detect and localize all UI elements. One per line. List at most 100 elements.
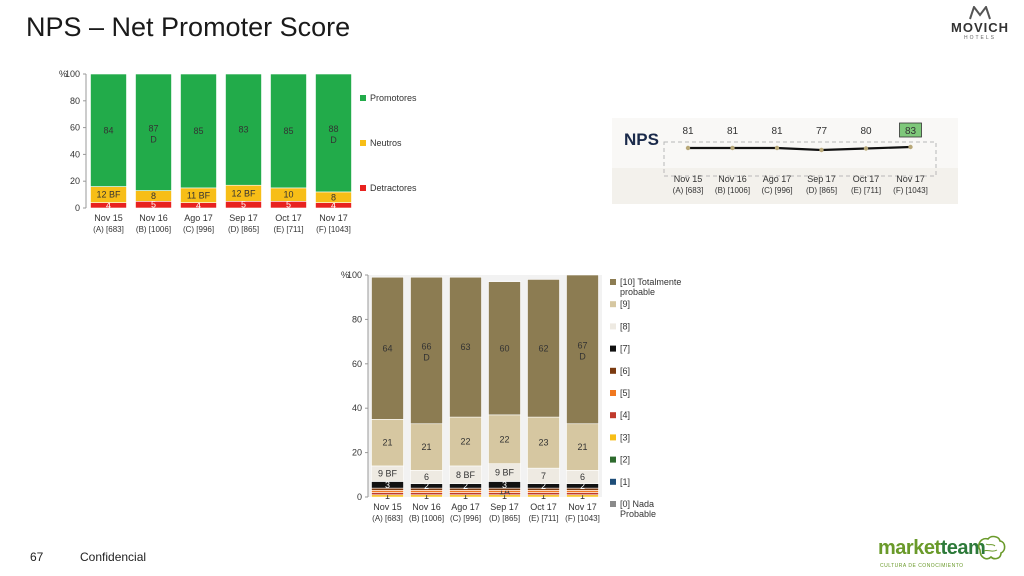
x-base-label: (D) [865] <box>489 514 520 523</box>
legend-label-cont: Probable <box>620 509 656 519</box>
data-label: 4 <box>196 200 201 210</box>
x-base-label: (F) [1043] <box>316 225 351 234</box>
nps-point <box>730 145 735 151</box>
bar-segment <box>410 492 443 496</box>
x-base-label: (B) [1006] <box>409 514 444 523</box>
legend-label: [2] <box>620 455 630 465</box>
nps-point <box>774 145 780 151</box>
legend-swatch <box>610 456 616 463</box>
data-label: 85 <box>193 126 203 136</box>
page-title: NPS – Net Promoter Score <box>26 12 351 42</box>
y-tick-label: 0 <box>357 492 362 502</box>
x-tick-label: Nov 16 <box>139 213 168 223</box>
legend-label: [9] <box>620 299 630 309</box>
legend-swatch <box>610 478 616 485</box>
data-label: 21 <box>421 442 431 452</box>
x-tick-label: Ago 17 <box>184 213 213 223</box>
legend-label: [1] <box>620 477 630 487</box>
legend-label: [3] <box>620 432 630 442</box>
legend-swatch <box>610 301 616 308</box>
x-tick-label: Nov 16 <box>718 174 747 184</box>
data-label-suffix: D <box>579 351 586 361</box>
data-label: 5 <box>151 200 156 210</box>
bar-segment <box>527 416 560 469</box>
x-base-label: (E) [711] <box>528 514 558 523</box>
legend-swatch <box>360 140 366 146</box>
nps-point <box>685 145 691 151</box>
nps-point <box>819 147 824 153</box>
x-tick-label: Nov 16 <box>412 502 441 512</box>
x-base-label: (D) [865] <box>806 186 837 195</box>
data-label: 88 <box>328 124 338 134</box>
page-number: 67 <box>30 550 44 564</box>
nps-dashed-frame <box>663 141 937 177</box>
legend-label: [0] Nada <box>620 499 654 509</box>
x-tick-label: Nov 17 <box>568 502 597 512</box>
legend-label-cont: probable <box>620 287 655 297</box>
x-tick-label: Nov 17 <box>319 213 348 223</box>
nps-point <box>908 144 913 150</box>
y-tick-label: 80 <box>352 314 362 324</box>
y-tick-label: 80 <box>70 96 80 106</box>
logo-name: MOVICH <box>951 20 1009 35</box>
data-label: 85 <box>283 126 293 136</box>
nps-value-label: 81 <box>771 126 783 137</box>
data-label: 4 <box>106 200 111 210</box>
data-label: 22 <box>499 434 509 444</box>
brain-icon <box>977 535 1006 560</box>
data-label: 1A <box>499 486 510 496</box>
nps-value-label: 81 <box>682 126 694 137</box>
data-label: 84 <box>103 125 113 135</box>
nps-highlight-box <box>899 122 922 138</box>
data-label: 8 <box>151 191 156 201</box>
legend-swatch <box>610 345 616 352</box>
y-tick-label: 20 <box>352 448 362 458</box>
bar-segment <box>270 73 307 189</box>
y-tick-label: 40 <box>70 149 80 159</box>
y-axis-unit: % <box>341 270 349 280</box>
x-tick-label: Oct 17 <box>275 213 302 223</box>
legend-swatch <box>610 501 616 507</box>
legend-swatch <box>610 434 616 441</box>
y-tick-label: 20 <box>70 176 80 186</box>
bar-segment <box>449 492 482 496</box>
x-base-label: (C) [996] <box>183 225 214 234</box>
data-label: 2 <box>580 481 585 491</box>
legend-label: [7] <box>620 344 630 354</box>
data-label: 60 <box>499 343 509 353</box>
data-label: 66 <box>421 341 431 351</box>
legend-label: Detractores <box>370 183 417 193</box>
bar-segment <box>566 274 599 425</box>
bar-segment <box>315 73 352 193</box>
legend-label: [4] <box>620 410 630 420</box>
x-tick-label: Nov 17 <box>896 174 925 184</box>
legend-label: Neutros <box>370 138 402 148</box>
bar-segment <box>527 279 560 418</box>
y-tick-label: 100 <box>65 69 80 79</box>
data-label: 21 <box>382 438 392 448</box>
data-label: 2 <box>541 481 546 491</box>
nps-trend-chart: NPS 81 Nov 15 (A) [683] 81 Nov 16 (B) [1006] 81… <box>612 118 958 204</box>
x-base-label: (A) [683] <box>673 186 704 195</box>
nps-title: NPS <box>624 130 659 149</box>
data-label: 63 <box>460 342 470 352</box>
data-label: 8 <box>331 192 336 202</box>
data-label: 1 <box>424 491 429 501</box>
data-label: 22 <box>460 437 470 447</box>
legend-swatch <box>610 412 616 419</box>
legend-label: Promotores <box>370 93 417 103</box>
data-label: 3 <box>502 480 507 490</box>
nps-value-label: 80 <box>860 126 872 137</box>
nps-value-label: 81 <box>727 126 739 137</box>
bar-segment <box>225 73 262 186</box>
data-label: 10 <box>283 190 293 200</box>
data-label: 5 <box>241 200 246 210</box>
data-label: 87 <box>148 123 158 133</box>
x-tick-label: Ago 17 <box>763 174 792 184</box>
data-label: 9 BF <box>495 468 515 478</box>
y-axis-unit: % <box>59 69 67 79</box>
nps-point <box>863 146 869 151</box>
movich-logo-icon <box>969 6 991 20</box>
data-label: 6 <box>580 472 585 482</box>
bar-segment <box>449 416 482 467</box>
